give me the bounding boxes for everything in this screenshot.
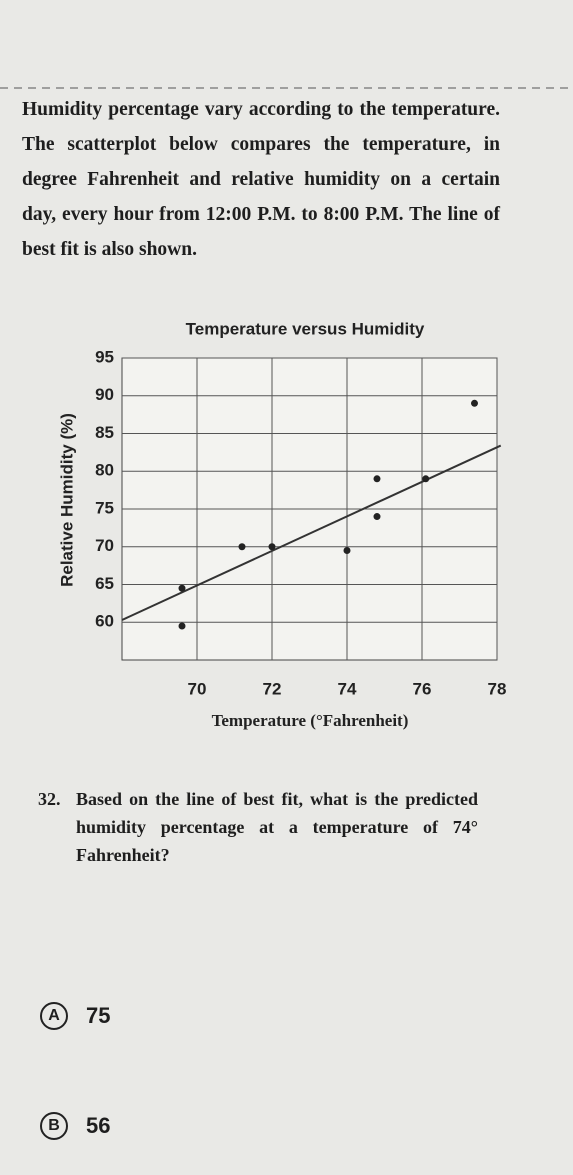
y-tick-label: 85 bbox=[95, 423, 114, 442]
chart: Temperature versus Humidity Temperature … bbox=[0, 87, 573, 730]
choice[interactable]: B 56 bbox=[40, 1112, 110, 1140]
x-axis-label: Temperature (°Fahrenheit) bbox=[212, 711, 409, 730]
point bbox=[238, 543, 246, 551]
point bbox=[178, 622, 186, 630]
chart-title: Temperature versus Humidity bbox=[186, 319, 425, 338]
y-tick-label: 75 bbox=[95, 498, 114, 517]
point bbox=[422, 475, 430, 483]
x-tick-label: 72 bbox=[263, 679, 282, 698]
y-tick-label: 60 bbox=[95, 612, 114, 631]
question: 32. Based on the line of best fit, what i… bbox=[38, 785, 478, 869]
x-tick-label: 74 bbox=[338, 679, 357, 698]
point bbox=[471, 399, 478, 407]
y-tick-label: 70 bbox=[95, 536, 114, 555]
passage: Humidity percentage vary according to th… bbox=[22, 99, 500, 260]
x-tick-label: 78 bbox=[488, 679, 507, 698]
question-text: Based on the line of best fit, what is t… bbox=[76, 789, 478, 865]
choice-letter: B bbox=[40, 1112, 68, 1140]
x-tick-label: 70 bbox=[188, 679, 207, 698]
y-tick-label: 65 bbox=[95, 574, 114, 593]
y-axis-label: Relative Humidity (%) bbox=[57, 413, 76, 587]
y-tick-label: 90 bbox=[95, 385, 114, 404]
x-tick-label: 76 bbox=[413, 679, 432, 698]
question-number: 32. bbox=[38, 789, 61, 809]
fit-line bbox=[121, 444, 502, 621]
point bbox=[343, 547, 351, 555]
y-tick-label: 95 bbox=[95, 347, 114, 366]
point bbox=[268, 543, 276, 551]
point bbox=[373, 513, 381, 521]
choice[interactable]: A 75 bbox=[40, 1002, 110, 1030]
point bbox=[373, 475, 381, 483]
choice-text: 75 bbox=[86, 1003, 111, 1028]
point bbox=[178, 584, 186, 592]
choice-letter: A bbox=[40, 1002, 68, 1030]
choice-text: 56 bbox=[86, 1113, 111, 1138]
y-tick-label: 80 bbox=[95, 461, 114, 480]
